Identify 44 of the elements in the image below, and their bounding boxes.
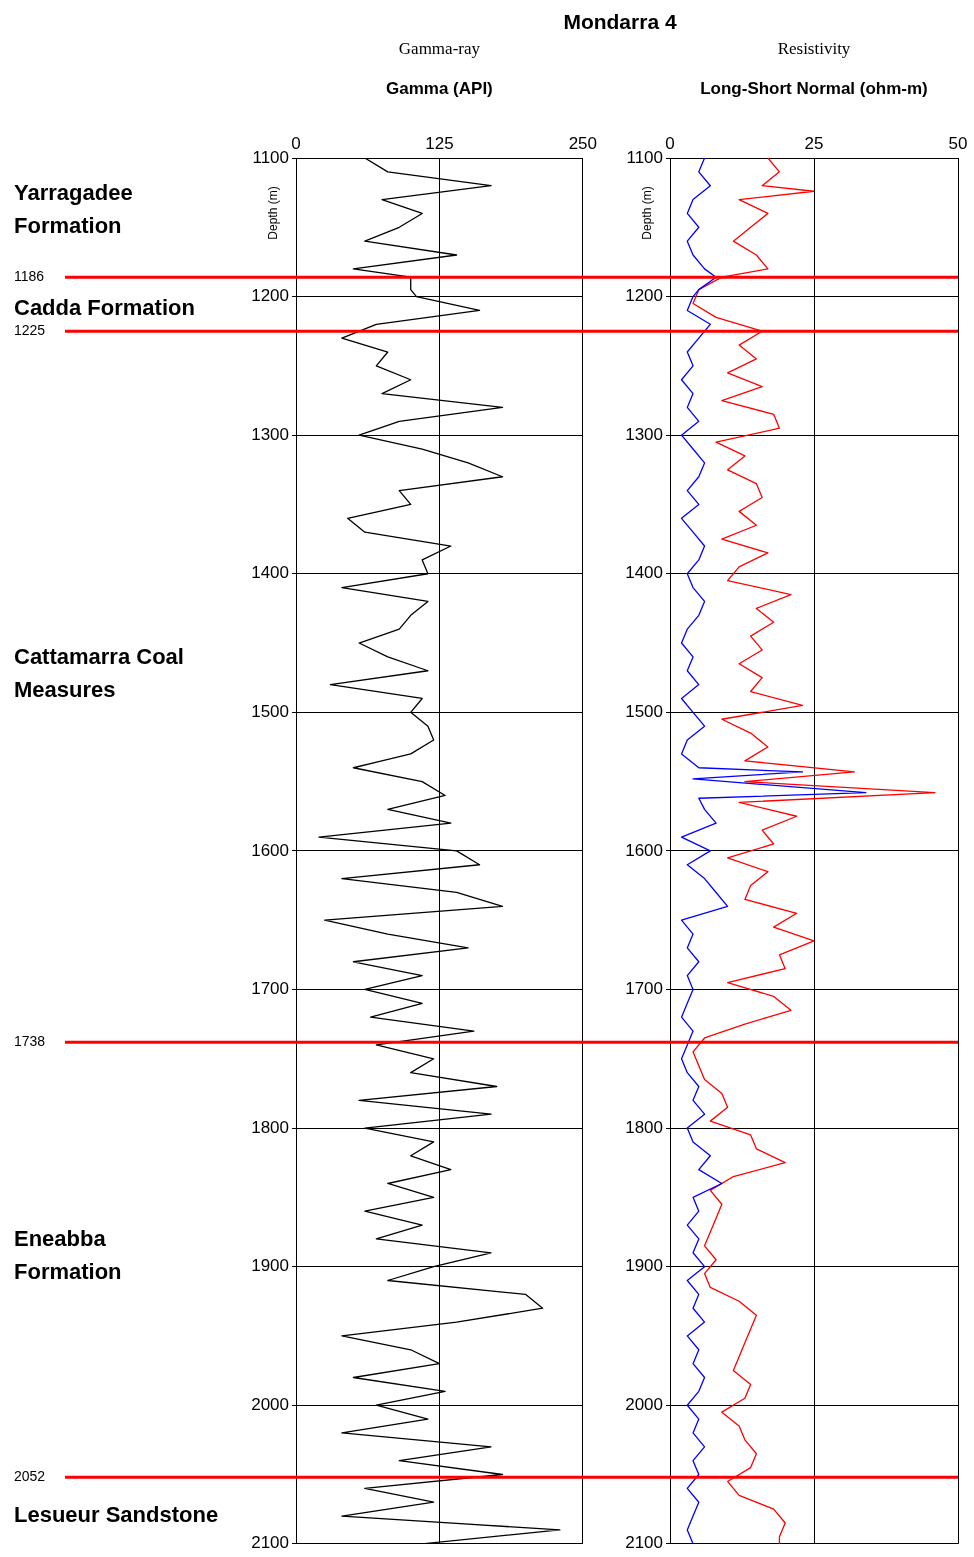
y-tick-label: 2000 xyxy=(251,1394,289,1414)
y-tick-label: 1400 xyxy=(625,563,663,583)
chart-title: Mondarra 4 xyxy=(562,10,678,34)
x-tick-label: 250 xyxy=(568,134,598,154)
text: Cattamarra Coal Measures xyxy=(14,643,184,702)
ref-line-label: 1186 xyxy=(14,268,45,285)
x-axis-title: Gamma (API) xyxy=(386,78,493,98)
y-tick-label: 1200 xyxy=(251,286,289,306)
y-tick-label: 1300 xyxy=(251,424,289,444)
text: Lesueur Sandstone xyxy=(14,1502,219,1528)
y-tick-label: 1700 xyxy=(251,979,289,999)
y-tick-label: 1600 xyxy=(625,840,663,860)
x-tick-label: 0 xyxy=(291,134,301,154)
y-tick-label: 2100 xyxy=(251,1533,289,1553)
y-tick-label: 1700 xyxy=(625,979,663,999)
y-tick-label: 1500 xyxy=(251,702,289,722)
x-axis-title: Long-Short Normal (ohm-m) xyxy=(700,78,928,98)
y-tick-label: 1500 xyxy=(625,702,663,722)
chart-subtitle: Resistivity xyxy=(777,39,851,59)
x-tick-label: 125 xyxy=(425,134,454,154)
y-tick-label: 1100 xyxy=(252,147,289,167)
ref-line-label: 2052 xyxy=(14,1468,46,1485)
y-tick-label: 1300 xyxy=(625,424,663,444)
ref-line-label: 1225 xyxy=(14,322,46,339)
text: Cadda Formation xyxy=(14,295,195,321)
y-tick-label: 2000 xyxy=(625,1394,663,1414)
y-tick-label: 1900 xyxy=(625,1256,663,1276)
y-tick-label: 2100 xyxy=(625,1533,663,1553)
ref-line-label: 1738 xyxy=(14,1033,46,1049)
chart-subtitle: Gamma-ray xyxy=(398,39,481,59)
x-tick-label: 25 xyxy=(804,134,824,154)
y-tick-label: 1800 xyxy=(251,1117,289,1137)
y-tick-label: 1200 xyxy=(625,286,663,306)
y-tick-label: 1900 xyxy=(251,1256,289,1276)
x-tick-label: 0 xyxy=(665,134,675,154)
text: Yarragadee Formation xyxy=(14,179,133,238)
y-axis-title: Depth (m) xyxy=(640,186,655,240)
y-tick-label: 1600 xyxy=(251,840,289,860)
y-tick-label: 1100 xyxy=(626,147,663,167)
x-tick-label: 50 xyxy=(948,134,968,154)
y-tick-label: 1800 xyxy=(625,1117,663,1137)
text: Eneabba Formation xyxy=(14,1225,122,1284)
y-tick-label: 1400 xyxy=(251,563,289,583)
y-axis-title: Depth (m) xyxy=(266,186,281,240)
